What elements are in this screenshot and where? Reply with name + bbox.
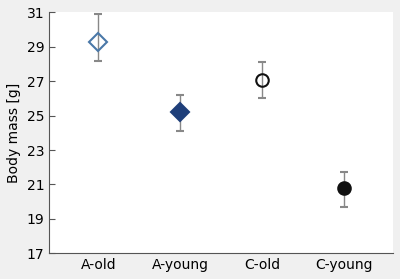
Y-axis label: Body mass [g]: Body mass [g] <box>7 83 21 183</box>
